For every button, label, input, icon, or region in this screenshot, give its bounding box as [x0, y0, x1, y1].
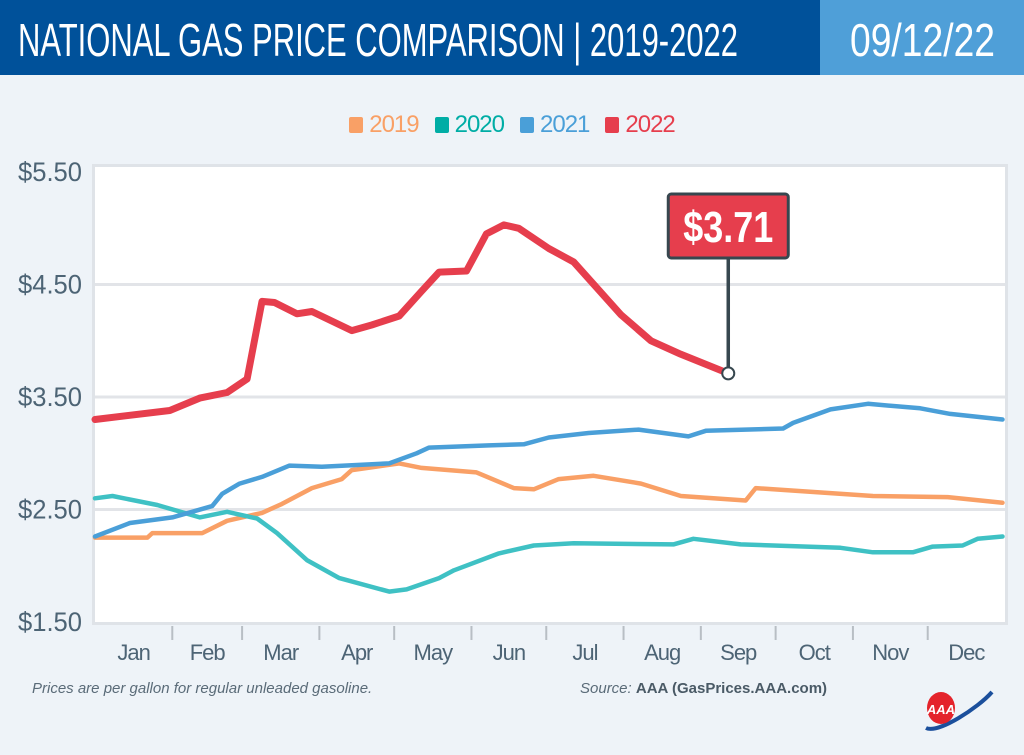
- x-tick-label: Mar: [263, 640, 299, 665]
- y-tick-label: $5.50: [18, 157, 82, 187]
- date-text: 09/12/22: [850, 14, 995, 66]
- chart-title-text: NATIONAL GAS PRICE COMPARISON | 2019-202…: [18, 14, 738, 66]
- aaa-logo: AAA: [925, 690, 994, 731]
- svg-text:AAA: AAA: [926, 702, 955, 717]
- series-line-2022: [91, 221, 732, 423]
- y-tick-label: $4.50: [18, 270, 82, 300]
- legend-swatch: [605, 117, 620, 133]
- x-tick-label: Oct: [799, 640, 831, 665]
- series-line-2020: [92, 493, 1005, 594]
- x-tick-label: Feb: [190, 640, 226, 665]
- date-label: 09/12/22: [850, 14, 995, 66]
- legend-item-2021: 2021: [520, 110, 590, 140]
- x-tick-label: Jan: [117, 640, 149, 665]
- x-tick-label: Apr: [341, 640, 373, 665]
- legend-label: 2020: [454, 111, 505, 138]
- header-bar: NATIONAL GAS PRICE COMPARISON | 2019-202…: [0, 0, 820, 75]
- y-tick-label: $3.50: [18, 382, 82, 412]
- source-text: AAA (GasPrices.AAA.com): [635, 680, 828, 697]
- legend: 2019 2020 2021 2022: [0, 110, 1024, 140]
- callout-point: [721, 366, 736, 381]
- x-tick-label: Aug: [644, 640, 680, 665]
- legend-swatch: [434, 117, 449, 133]
- legend-label: 2019: [369, 111, 419, 138]
- callout-label: $3.71: [683, 203, 773, 252]
- y-tick-label: $2.50: [18, 495, 82, 525]
- callout-box: [666, 192, 790, 260]
- y-tick-label: $1.50: [18, 607, 82, 637]
- legend-item-2020: 2020: [434, 110, 505, 140]
- x-tick-label: Sep: [720, 640, 757, 665]
- chart-title: NATIONAL GAS PRICE COMPARISON | 2019-202…: [18, 14, 738, 66]
- legend-swatch: [349, 117, 364, 133]
- series-line-2021: [92, 401, 1005, 539]
- series-line-2019: [92, 461, 1005, 540]
- legend-item-2019: 2019: [349, 110, 420, 140]
- source-label: Source:: [580, 680, 632, 697]
- legend-item-2022: 2022: [605, 110, 676, 140]
- legend-label: 2021: [540, 111, 590, 138]
- legend-swatch: [520, 117, 534, 133]
- legend-label: 2022: [625, 111, 675, 138]
- x-tick-label: Jul: [572, 640, 597, 665]
- x-tick-label: Jun: [493, 640, 525, 665]
- source-credit: Source: AAA (GasPrices.AAA.com): [580, 680, 827, 697]
- x-tick-label: Dec: [948, 640, 985, 665]
- date-box: 09/12/22: [820, 0, 1024, 75]
- x-tick-label: May: [414, 640, 454, 665]
- x-tick-label: Nov: [872, 640, 909, 665]
- footnote: Prices are per gallon for regular unlead…: [32, 680, 373, 697]
